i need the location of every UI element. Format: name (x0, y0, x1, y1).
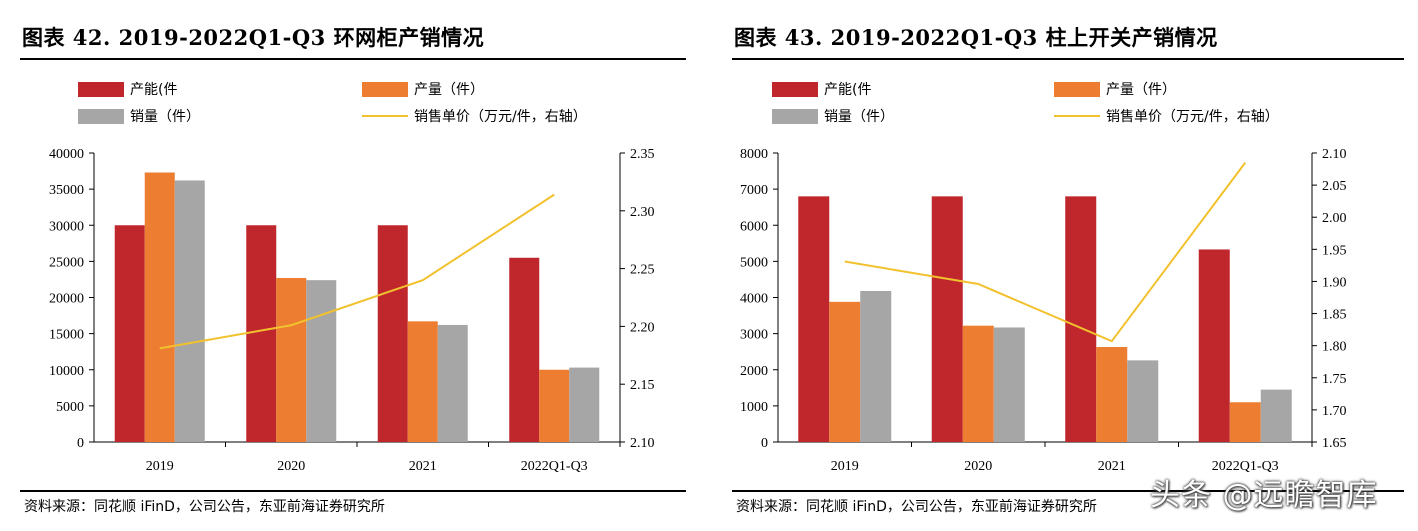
bar (1065, 196, 1097, 442)
y2-tick-label: 1.75 (1322, 372, 1347, 387)
bar (931, 196, 963, 442)
bar (1229, 402, 1261, 442)
source-note: 资料来源：同花顺 iFinD，公司公告，东亚前海证券研究所 (24, 499, 385, 515)
y2-tick-label: 2.30 (630, 205, 655, 220)
x-tick-label: 2021 (409, 459, 437, 474)
y-tick-label: 4000 (740, 292, 768, 307)
y2-tick-label: 2.25 (630, 263, 655, 278)
legend-swatch (78, 82, 124, 97)
legend-label: 销售单价（万元/件，右轴） (1106, 109, 1279, 125)
chart-title: 图表 42. 2019-2022Q1-Q3 环网柜产销情况 (22, 25, 485, 50)
x-tick-label: 2021 (1098, 459, 1126, 474)
bar (246, 225, 277, 442)
y-tick-label: 0 (761, 436, 768, 451)
legend-swatch (772, 82, 818, 97)
bar (174, 180, 205, 442)
y2-tick-label: 2.10 (630, 436, 655, 451)
bar (1260, 389, 1292, 442)
source-note: 资料来源：同花顺 iFinD，公司公告，东亚前海证券研究所 (736, 499, 1097, 515)
legend-label: 销量（件） (824, 109, 894, 125)
y2-tick-label: 2.00 (1322, 211, 1347, 226)
legend-swatch (362, 82, 408, 97)
legend-swatch (772, 109, 818, 124)
bar (1096, 346, 1128, 442)
y-tick-label: 1000 (740, 400, 768, 415)
bar (798, 196, 830, 442)
price-line (159, 193, 555, 350)
bar (860, 290, 892, 442)
x-tick-label: 2022Q1-Q3 (521, 459, 588, 474)
bar (407, 321, 438, 442)
y2-tick-label: 1.95 (1322, 243, 1347, 258)
y2-tick-label: 1.90 (1322, 275, 1347, 290)
price-line (844, 162, 1247, 343)
bar (276, 277, 307, 442)
y2-tick-label: 1.70 (1322, 404, 1347, 419)
chart-title: 图表 43. 2019-2022Q1-Q3 柱上开关产销情况 (734, 25, 1218, 50)
bar (829, 301, 861, 442)
legend-swatch (78, 109, 124, 124)
title-rule (20, 58, 686, 60)
y2-tick-label: 2.05 (1322, 179, 1347, 194)
y-tick-label: 3000 (740, 328, 768, 343)
bar (539, 369, 570, 442)
chart-ring-main-unit: 产能(件 产量（件） 销量（件） 销售单价（万元/件，右轴） 0 5000 10000 150… (49, 82, 655, 474)
y-tick-label: 25000 (49, 255, 84, 270)
bar (569, 367, 600, 442)
y-tick-label: 15000 (49, 328, 84, 343)
y-tick-label: 5000 (740, 255, 768, 270)
y2-tick-label: 2.35 (630, 147, 655, 162)
bar (437, 324, 468, 442)
y-tick-label: 6000 (740, 219, 768, 234)
legend-label: 销售单价（万元/件，右轴） (414, 109, 587, 125)
y-tick-label: 2000 (740, 364, 768, 379)
chart-pole-switch: 产能(件 产量（件） 销量（件） 销售单价（万元/件，右轴） 0 1000 2000 3000… (740, 82, 1347, 474)
x-tick-label: 2020 (964, 459, 992, 474)
x-tick-label: 2020 (277, 459, 305, 474)
bar (1127, 360, 1159, 442)
x-tick-label: 2019 (831, 459, 859, 474)
bar (962, 325, 994, 442)
y-tick-label: 35000 (49, 183, 84, 198)
chart-panel-ring-main-unit: 图表 42. 2019-2022Q1-Q3 环网柜产销情况 产能(件 产量（件） 销… (0, 0, 700, 531)
legend-label: 产量（件） (414, 82, 484, 98)
legend-label: 产量（件） (1106, 82, 1176, 98)
legend-label: 销量（件） (130, 109, 200, 125)
y-tick-label: 40000 (49, 147, 84, 162)
bar (509, 257, 540, 442)
y-tick-label: 8000 (740, 147, 768, 162)
y2-tick-label: 1.65 (1322, 436, 1347, 451)
bar (1198, 249, 1230, 442)
y2-tick-label: 1.80 (1322, 340, 1347, 355)
legend-label: 产能(件 (130, 82, 177, 98)
y-tick-label: 20000 (49, 292, 84, 307)
source-rule (732, 490, 1404, 492)
y2-tick-label: 2.10 (1322, 147, 1347, 162)
bar (377, 225, 408, 442)
y2-tick-label: 2.20 (630, 320, 655, 335)
bar (993, 327, 1025, 442)
y-tick-label: 10000 (49, 364, 84, 379)
legend-label: 产能(件 (824, 82, 871, 98)
x-tick-label: 2022Q1-Q3 (1212, 459, 1279, 474)
y-tick-label: 7000 (740, 183, 768, 198)
y-tick-label: 30000 (49, 219, 84, 234)
legend-swatch (1054, 82, 1100, 97)
y-tick-label: 0 (77, 436, 84, 451)
bar (306, 280, 337, 442)
y-tick-label: 5000 (56, 400, 84, 415)
y2-tick-label: 1.85 (1322, 308, 1347, 323)
chart-panel-pole-switch: 图表 43. 2019-2022Q1-Q3 柱上开关产销情况 产能(件 产量（件）… (712, 0, 1418, 531)
bar (114, 225, 145, 442)
title-rule (732, 58, 1404, 60)
bar (144, 172, 175, 442)
x-tick-label: 2019 (146, 459, 174, 474)
y2-tick-label: 2.15 (630, 378, 655, 393)
source-rule (20, 490, 686, 492)
watermark: 头条 @远瞻智库 (1150, 478, 1378, 513)
